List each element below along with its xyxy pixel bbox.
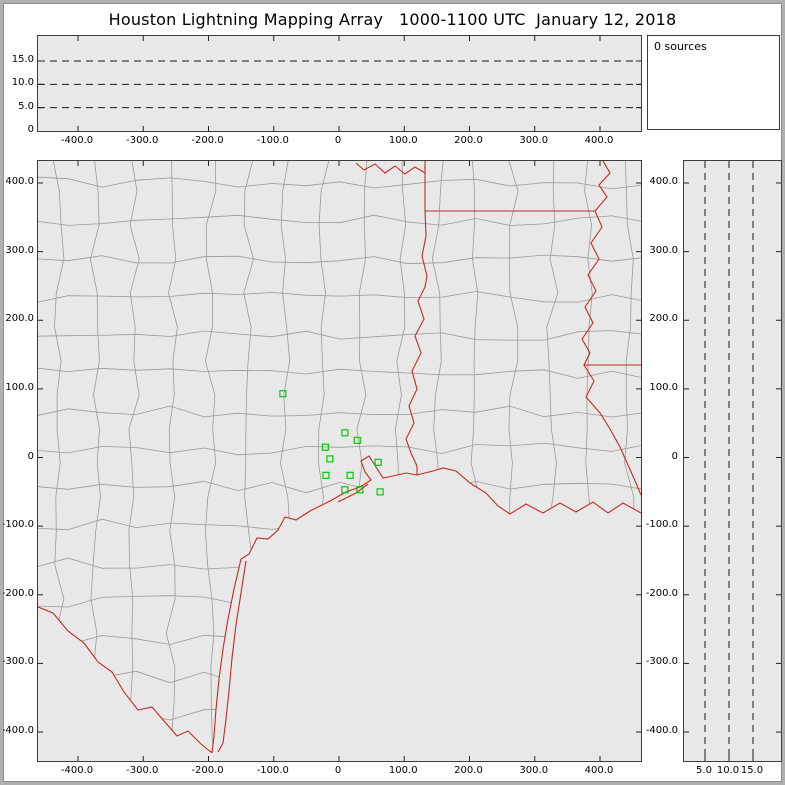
tick-label: 15.0 [740, 765, 764, 776]
tick-label: 200.0 [649, 313, 678, 325]
tick-label: 400.0 [584, 765, 614, 776]
tick-label: 400.0 [5, 176, 34, 187]
tick-label: -300.0 [1, 656, 34, 668]
lma-station-marker [279, 390, 287, 398]
lma-stations [279, 390, 384, 496]
tick-label: -300.0 [126, 135, 159, 146]
tick-label: -200.0 [191, 135, 224, 146]
tick-label: 10.0 [716, 765, 740, 776]
map-y-tick-labels: 400.0 300.0 200.0 100.0 0 -100.0 -200.0 -300.0 -… [3, 160, 37, 762]
plot-background [38, 161, 641, 761]
tick-label: 300.0 [519, 765, 549, 776]
tick-label: 100.0 [388, 765, 418, 776]
tick-label: 100.0 [5, 381, 34, 393]
sources-counter-panel: 0 sources [647, 35, 780, 130]
plot-background [38, 36, 641, 131]
dashed-altitude-gridlines [38, 60, 641, 109]
top-panel-distance-tick-labels: -400.0 -300.0 -200.0 -100.0 0 100.0 200.0 300.0… [37, 133, 640, 149]
axis-ticks [684, 161, 781, 761]
right-panel-altitude-tick-labels: 5.0 10.0 15.0 [683, 763, 780, 779]
lma-station-marker [326, 455, 334, 463]
lma-station-marker [321, 443, 329, 451]
tick-label: 0 [334, 765, 342, 776]
tick-label: 300.0 [5, 244, 34, 256]
lma-station-marker [341, 429, 349, 437]
tick-label: 200.0 [5, 313, 34, 325]
altitude-ew-panel[interactable] [37, 35, 642, 132]
lma-station-marker [376, 488, 384, 496]
tick-label: -200.0 [1, 587, 34, 599]
tick-label: 5.0 [696, 765, 712, 776]
tick-label: -300.0 [126, 765, 159, 776]
right-panel-y-tick-labels: 400.0 300.0 200.0 100.0 0 -100.0 -200.0 -300.0 -… [639, 160, 681, 762]
tick-label: -100.0 [256, 135, 289, 146]
plot-background [684, 161, 781, 761]
lma-station-marker [322, 471, 330, 479]
tick-label: 0 [334, 135, 342, 146]
tick-label: 0 [27, 450, 34, 462]
tick-label: 300.0 [649, 244, 678, 256]
dashed-altitude-gridlines [704, 161, 754, 761]
tick-label: 0 [671, 450, 678, 462]
tick-label: -300.0 [645, 656, 678, 668]
tick-label: -200.0 [645, 587, 678, 599]
tick-label: -200.0 [191, 765, 224, 776]
sources-count-label: 0 sources [654, 40, 707, 53]
tick-label: -400.0 [60, 765, 94, 776]
tick-label: -100.0 [1, 519, 34, 531]
top-panel-altitude-tick-labels: 15.0 10.0 5.0 0 [3, 35, 37, 135]
tick-label: 0 [27, 124, 34, 135]
lma-station-marker [341, 486, 349, 494]
tick-label: 100.0 [388, 135, 418, 146]
plan-view-map-panel[interactable] [37, 160, 642, 762]
axis-ticks [38, 161, 641, 761]
altitude-ns-panel[interactable] [683, 160, 782, 762]
tick-label: -100.0 [256, 765, 289, 776]
page-title: Houston Lightning Mapping Array 1000-110… [108, 10, 677, 29]
tick-label: -400.0 [645, 725, 678, 737]
tick-label: -400.0 [60, 135, 94, 146]
tick-label: 400.0 [649, 176, 678, 187]
tick-label: 15.0 [11, 53, 34, 65]
tick-label: 400.0 [584, 135, 614, 146]
tick-label: 200.0 [454, 135, 483, 146]
lma-station-marker [374, 458, 382, 466]
lma-station-marker [346, 471, 354, 479]
lma-station-marker [353, 436, 361, 444]
tick-label: -100.0 [645, 519, 678, 531]
tick-label: 300.0 [519, 135, 549, 146]
axis-ticks [38, 36, 641, 131]
tick-label: -400.0 [1, 725, 34, 737]
map-x-tick-labels: -400.0 -300.0 -200.0 -100.0 0 100.0 200.0 300.0… [37, 763, 640, 779]
state-borders-coastline [38, 161, 641, 754]
tick-label: 10.0 [11, 77, 34, 89]
tick-label: 5.0 [18, 100, 34, 112]
tick-label: 200.0 [454, 765, 483, 776]
lma-station-marker [356, 486, 364, 494]
tick-label: 100.0 [649, 381, 678, 393]
